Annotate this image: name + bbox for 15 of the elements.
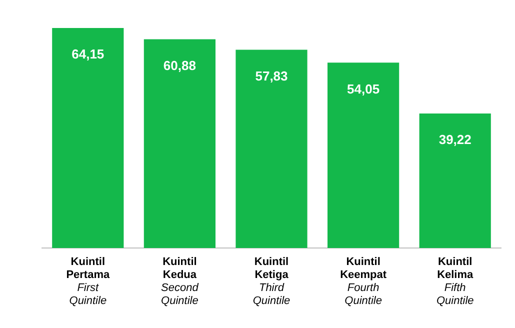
data-label: 64,15 — [72, 46, 104, 62]
bar — [328, 62, 400, 248]
x-tick-label: Kuintil Kedua Second Quintile — [161, 256, 200, 308]
bar — [144, 39, 216, 248]
data-label: 60,88 — [163, 58, 196, 73]
x-tick-label: Kuintil Kelima Fifth Quintile — [436, 256, 474, 308]
x-tick-label: Kuintil Ketiga Third Quintile — [252, 256, 290, 308]
bar — [419, 114, 491, 248]
bar — [236, 50, 308, 248]
data-label: 54,05 — [347, 81, 380, 96]
data-label: 57,83 — [255, 68, 288, 84]
x-tick-label: Kuintil Keempat Fourth Quintile — [340, 256, 387, 308]
x-tick-label: Kuintil Pertama First Quintile — [66, 256, 110, 308]
bar — [52, 28, 124, 248]
data-label: 39,22 — [438, 132, 472, 148]
